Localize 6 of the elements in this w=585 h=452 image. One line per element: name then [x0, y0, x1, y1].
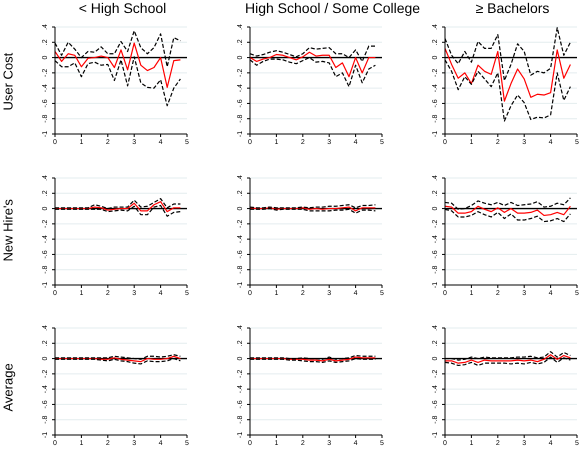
y-axis-title: User Cost	[0, 52, 16, 110]
chart-title: ≥ Bachelors	[476, 0, 550, 16]
y-axis-title: New Hire's	[0, 198, 16, 262]
chart-title: High School / Some College	[245, 0, 420, 16]
y-axis-title: Average	[0, 364, 16, 412]
chart-title: < High School	[78, 0, 166, 16]
